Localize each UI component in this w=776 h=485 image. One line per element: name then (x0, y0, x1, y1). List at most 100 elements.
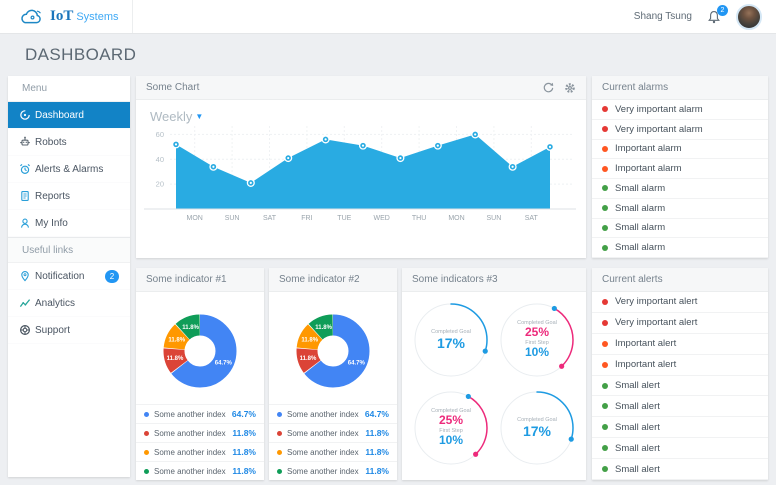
legend-value: 64.7% (231, 409, 256, 419)
gauge-4: Completed Goal 17% (497, 388, 577, 468)
svg-text:11.8%: 11.8% (301, 337, 318, 343)
svg-text:MON: MON (448, 215, 464, 222)
list-item: Very important alert (592, 313, 768, 334)
severity-dot-icon (602, 340, 608, 347)
legend-row: Some another index 64.7% (269, 404, 397, 423)
chart-body: Weekly ▼ 20 40 60 MON SUN SAT FRI TUE WED THU MON S… (136, 102, 586, 232)
svg-text:SUN: SUN (487, 215, 502, 222)
severity-dot-icon (602, 106, 608, 113)
gauge-1: Completed Goal 17% (411, 300, 491, 380)
gauge-metric-value: 17% (436, 335, 466, 352)
legend-value: 11.8% (232, 428, 256, 438)
list-item: Important alarm (592, 140, 768, 160)
svg-text:11.8%: 11.8% (167, 356, 184, 362)
gauge-metric-value: 25% (438, 413, 464, 428)
severity-dot-icon (602, 466, 608, 473)
panel-title: Some indicators #3 (412, 274, 498, 285)
list-item-label: Small alert (615, 463, 660, 475)
severity-dot-icon (602, 185, 608, 192)
legend-dot-icon (277, 449, 282, 455)
sidebar-item-dashboard[interactable]: Dashboard (8, 102, 130, 129)
list-item: Small alarm (592, 219, 768, 239)
severity-dot-icon (602, 145, 608, 152)
list-item: Small alert (592, 396, 768, 418)
severity-dot-icon (602, 445, 608, 452)
sidebar-item-label: My Info (35, 217, 68, 229)
severity-dot-icon (602, 298, 608, 305)
sidebar-item-alerts-alarms[interactable]: Alerts & Alarms (8, 156, 130, 183)
gauge-metric-label: First Step (439, 428, 463, 434)
legend-label: Some another index (287, 428, 359, 438)
gauge-metric-label: Completed Goal (431, 328, 471, 335)
gauge-3: Completed Goal 25% First Step 10% (411, 388, 491, 468)
panel-title: Current alarms (602, 82, 669, 93)
cloud-logo-icon (21, 9, 41, 23)
legend-row: Some another index 64.7% (136, 404, 264, 423)
svg-text:SAT: SAT (263, 215, 277, 222)
svg-text:64.7%: 64.7% (348, 361, 366, 367)
list-item-label: Small alert (615, 421, 660, 433)
sidebar-item-label: Dashboard (35, 109, 84, 121)
list-item: Very important alarm (592, 120, 768, 140)
legend-value: 11.8% (365, 447, 389, 457)
notifications-bell[interactable]: 2 (707, 4, 728, 24)
sidebar-item-label: Reports (35, 190, 71, 202)
panel-title: Current alerts (602, 274, 663, 285)
svg-text:MON: MON (187, 215, 203, 222)
legend-dot-icon (144, 449, 149, 455)
legend-value: 11.8% (365, 428, 389, 438)
header-actions: Shang Tsung 2 (633, 3, 762, 30)
sidebar-item-robots[interactable]: Robots (8, 129, 130, 156)
legend-row: Some another index 11.8% (136, 442, 264, 461)
sidebar-item-label: Support (35, 324, 71, 336)
alarm-list: Very important alarm Very important alarm… (592, 100, 768, 258)
settings-gear-icon[interactable] (564, 82, 576, 94)
severity-dot-icon (602, 361, 608, 368)
sidebar-item-notification[interactable]: Notification 2 (8, 263, 130, 290)
sidebar-item-my-info[interactable]: My Info (8, 210, 130, 237)
panel-header: Some Chart (136, 76, 586, 100)
sidebar-item-reports[interactable]: Reports (8, 183, 130, 210)
page-title: DASHBOARD (25, 44, 137, 64)
user-name[interactable]: Shang Tsung (633, 11, 692, 22)
svg-text:40: 40 (156, 155, 164, 164)
sidebar-item-label: Robots (35, 136, 67, 148)
list-item: Small alert (592, 459, 768, 481)
svg-text:SUN: SUN (225, 215, 240, 222)
list-item-label: Very important alert (615, 296, 698, 308)
legend-label: Some another index (287, 409, 359, 419)
support-icon (19, 324, 35, 336)
list-item: Small alert (592, 417, 768, 439)
right-column: Current alarms Very important alarm Very … (592, 76, 768, 481)
legend-value: 64.7% (364, 409, 389, 419)
svg-text:WED: WED (374, 215, 390, 222)
period-selector[interactable]: Weekly ▼ (150, 109, 203, 124)
avatar[interactable] (736, 3, 762, 30)
app-logo[interactable]: IoT Systems (18, 8, 124, 26)
svg-text:SAT: SAT (525, 215, 539, 222)
sidebar-item-label: Analytics (35, 297, 76, 309)
refresh-icon[interactable] (542, 82, 554, 94)
bell-icon (708, 10, 720, 23)
svg-text:TUE: TUE (337, 215, 351, 222)
legend-dot-icon (144, 468, 149, 474)
pin-icon (19, 270, 35, 282)
gauge-grid: Completed Goal 17% Completed Goal 25% First … (402, 292, 586, 476)
severity-dot-icon (602, 205, 608, 212)
menu-section-header: Menu (8, 76, 130, 102)
sidebar-item-support[interactable]: Support (8, 317, 130, 344)
legend-dot-icon (144, 411, 149, 417)
main-layout: Menu Dashboard Robots Alerts & Alarms Repor… (0, 75, 776, 481)
severity-dot-icon (602, 244, 608, 251)
sidebar-item-label: Notification (35, 270, 85, 282)
sidebar-item-analytics[interactable]: Analytics (8, 290, 130, 317)
list-item-label: Important alert (615, 338, 677, 350)
gauge-metric-value: 10% (524, 345, 550, 360)
list-item-label: Very important alert (615, 317, 698, 329)
gauge-metric-value: 10% (438, 433, 464, 448)
indicators3-panel: Some indicators #3 Completed Goal 17% Comp… (402, 268, 586, 480)
alert-list: Very important alert Very important alert… (592, 292, 768, 481)
bottom-row: Some indicator #1 64.7% 11.8% 11.8% 11.8% S… (136, 268, 586, 480)
list-item-label: Small alarm (615, 242, 666, 254)
list-item: Important alarm (592, 159, 768, 179)
